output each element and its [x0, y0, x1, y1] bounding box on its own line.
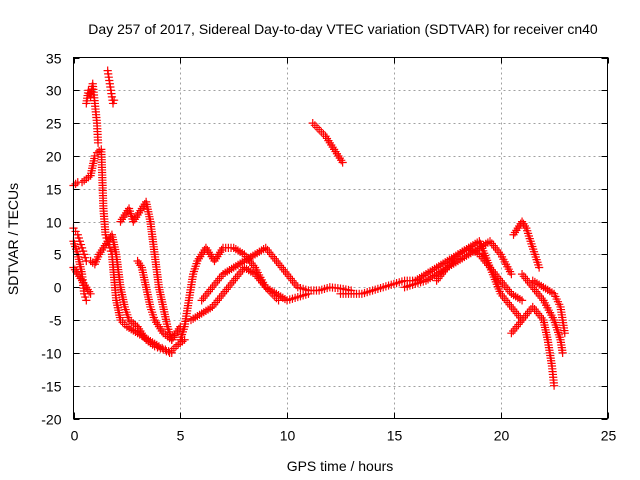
- y-tick-label: -10: [41, 346, 61, 362]
- y-tick-label: -20: [41, 412, 61, 428]
- series-sat-p: [509, 217, 544, 272]
- data-point: [74, 233, 83, 243]
- data-point: [106, 247, 115, 256]
- x-tick-label: 20: [494, 428, 510, 444]
- series-sat-j: [186, 263, 313, 325]
- data-point: [79, 247, 88, 256]
- series-sat-o: [432, 243, 527, 305]
- y-tick-label: 20: [46, 149, 62, 165]
- y-tick-label: 10: [46, 215, 62, 231]
- y-tick-label: 35: [46, 51, 62, 67]
- y-tick-label: -15: [41, 379, 61, 395]
- y-tick-label: 5: [54, 247, 62, 263]
- data-point: [550, 381, 559, 390]
- data-point: [108, 99, 118, 108]
- plot-frame: [73, 57, 608, 419]
- chart-title: Day 257 of 2017, Sidereal Day-to-day VTE…: [88, 21, 598, 37]
- x-tick-label: 5: [177, 428, 185, 444]
- data-point: [86, 289, 95, 298]
- data-point: [76, 240, 86, 249]
- y-tick-label: 30: [46, 83, 62, 99]
- data-point: [77, 243, 87, 252]
- series-sat-q: [507, 302, 559, 390]
- data-point: [81, 292, 90, 302]
- x-tick-label: 0: [71, 428, 79, 444]
- tick-marks: [73, 57, 609, 420]
- data-point: [507, 270, 516, 279]
- series-sat-l: [308, 119, 347, 167]
- data-point: [73, 230, 82, 239]
- y-tick-label: 0: [54, 280, 62, 296]
- data-point: [109, 96, 119, 105]
- tick-labels: 0 5 10 15 20 25 -20 -15 -10 -5 0 5 10 15 20 25 30 35: [41, 51, 616, 444]
- data-point: [517, 296, 527, 305]
- series-sat-c: [103, 66, 119, 108]
- y-tick-label: 15: [46, 182, 62, 198]
- data-point: [81, 253, 90, 262]
- data-point: [535, 263, 544, 272]
- x-tick-label: 15: [387, 428, 403, 444]
- data-point: [82, 296, 91, 305]
- series-sat-b: [82, 79, 103, 147]
- y-axis-label: SDTVAR / TECUs: [5, 183, 21, 295]
- series-sat-i: [176, 243, 283, 344]
- x-tick-label: 10: [280, 428, 296, 444]
- series-sat-r: [517, 270, 567, 357]
- y-tick-label: -5: [49, 313, 62, 329]
- data-point: [93, 138, 103, 147]
- series-sat-h: [133, 256, 176, 344]
- x-axis-label: GPS time / hours: [287, 458, 394, 474]
- x-tick-label: 25: [601, 428, 617, 444]
- series-sat-s: [528, 276, 569, 338]
- series-sat-g: [116, 197, 185, 344]
- y-tick-label: 25: [46, 116, 62, 132]
- data-point: [167, 335, 176, 344]
- data-point: [558, 348, 567, 357]
- data-point: [159, 345, 168, 354]
- data-point: [560, 329, 569, 338]
- data-markers: [69, 66, 569, 390]
- data-point: [338, 158, 347, 167]
